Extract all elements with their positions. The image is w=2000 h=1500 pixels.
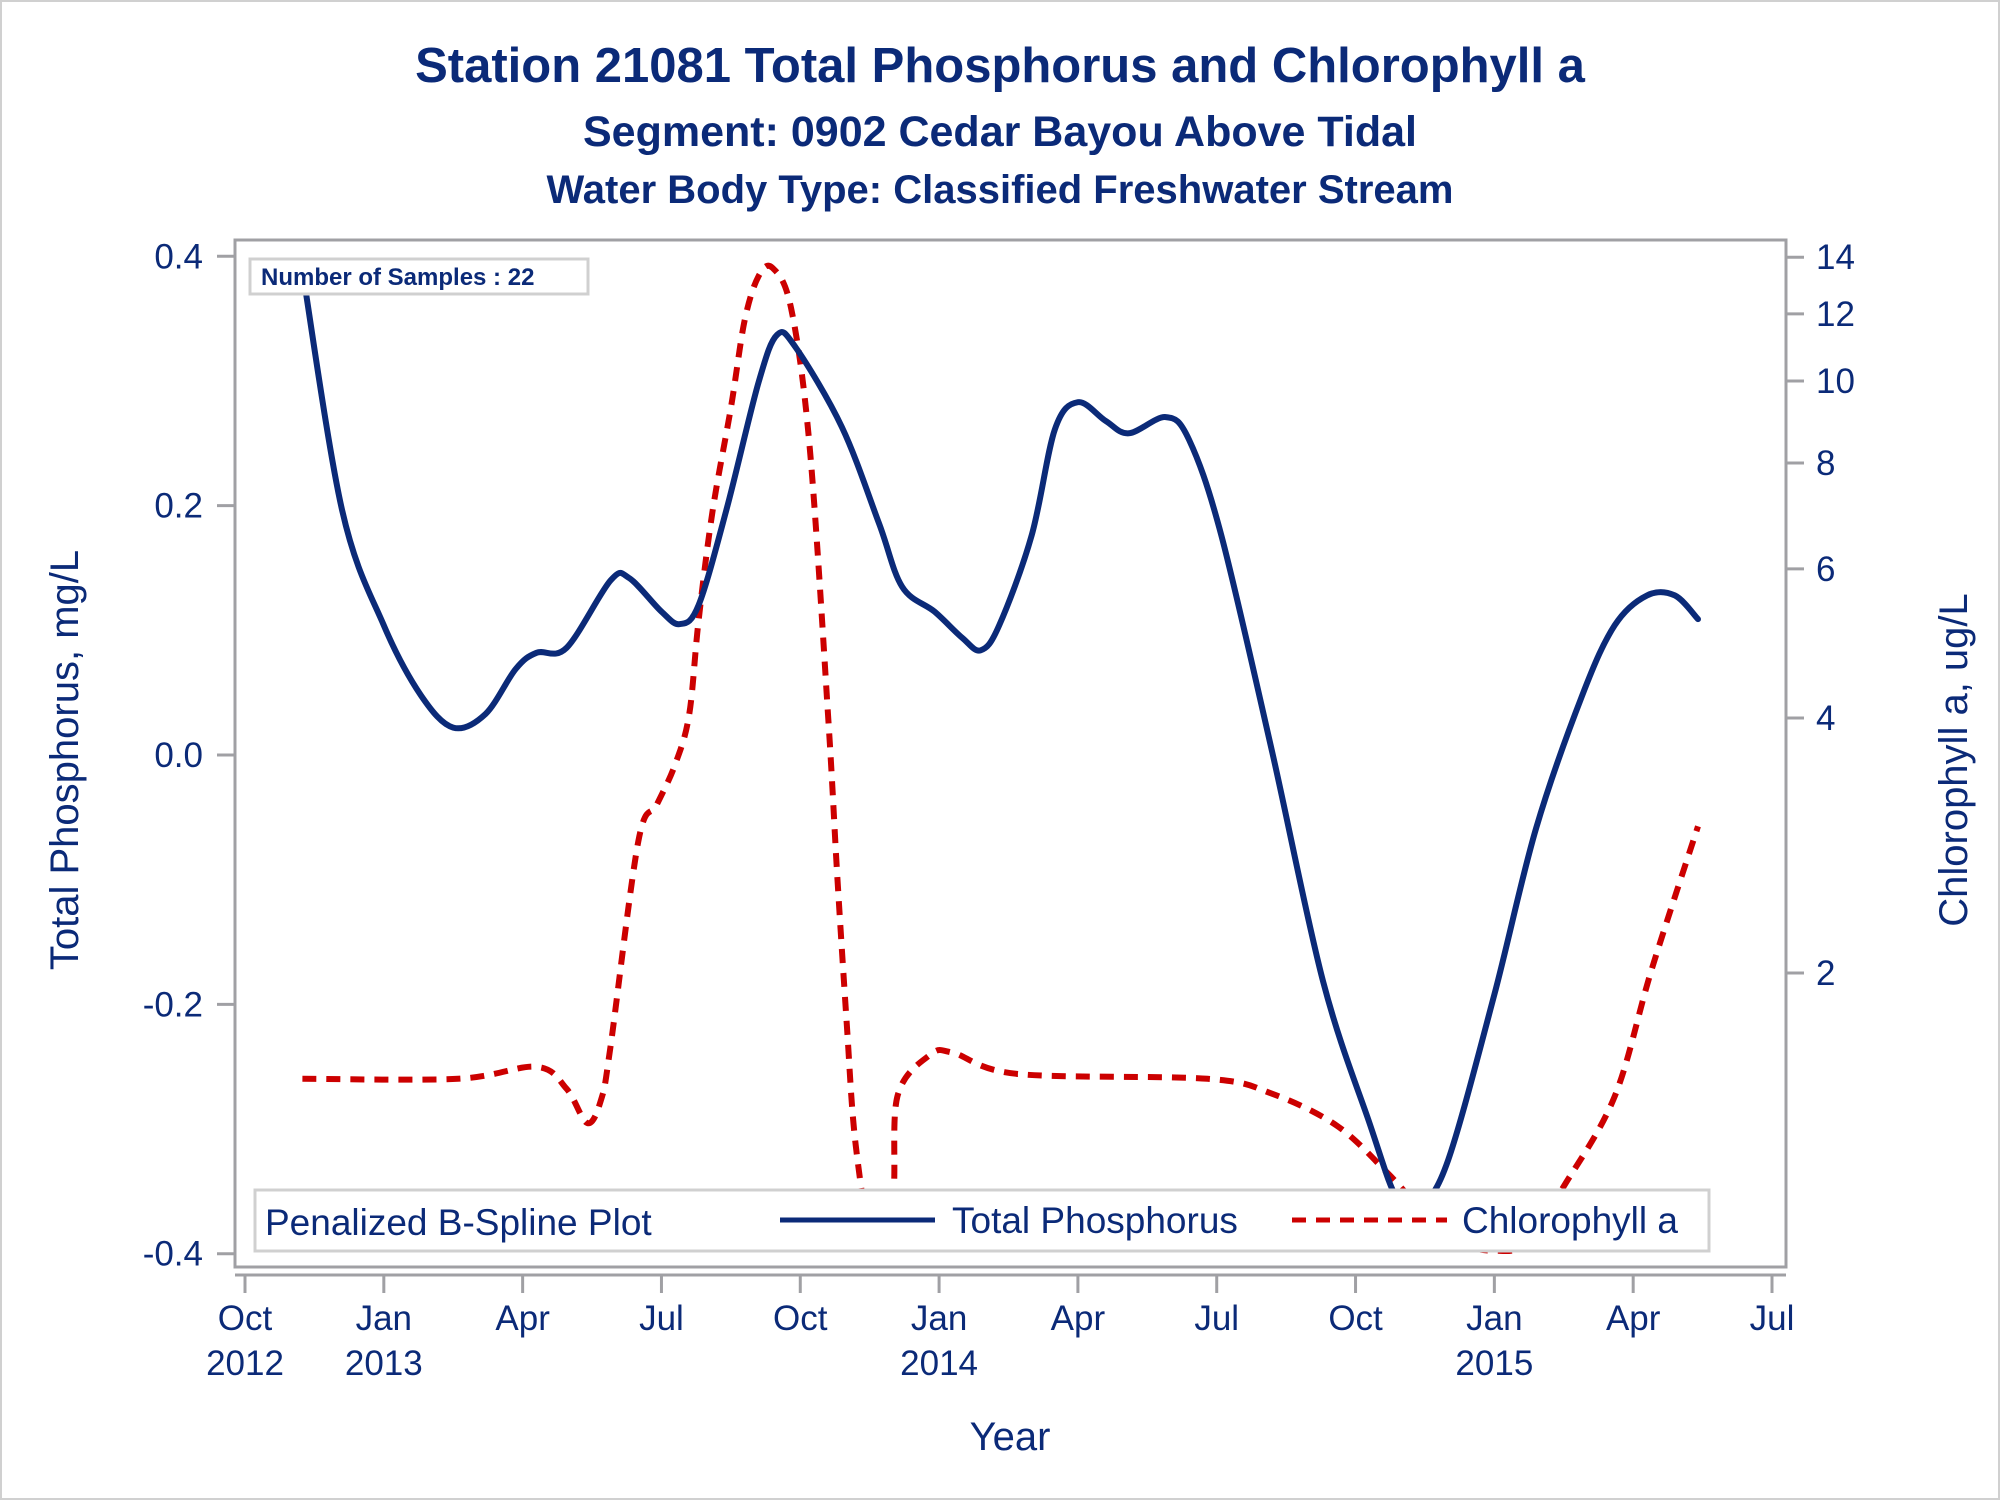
x-axis: Oct 2012 Jan 2013 Apr Jul Oct Jan 2014 Apr Jul Oct J… [206, 1273, 1795, 1383]
series-line-chlorophyll-a [302, 262, 1701, 1256]
x-tick-label: Oct [1328, 1299, 1383, 1338]
y-right-tick-label: 12 [1816, 295, 1855, 334]
x-tick-year-label: 2014 [900, 1344, 978, 1383]
y-right-tick-label: 8 [1816, 444, 1835, 483]
samples-inset-text: Number of Samples : 22 [261, 264, 534, 291]
plot-frame [233, 238, 1788, 1269]
y-right-tick-label: 6 [1816, 550, 1835, 589]
x-tick-label: Jan [911, 1299, 967, 1338]
plot-frame-rect [233, 238, 1788, 1269]
samples-inset-box [248, 257, 590, 296]
y-left-tick-label: 0.0 [154, 736, 203, 775]
x-tick-label: Apr [1606, 1299, 1661, 1338]
legend: Penalized B-Spline Plot Total Phosphorus… [253, 1188, 1711, 1253]
x-tick-label: Oct [218, 1299, 273, 1338]
legend-box [253, 1188, 1711, 1253]
y-left-tick-label: -0.4 [143, 1235, 203, 1274]
y-right-tick-label: 4 [1816, 699, 1835, 738]
chart-subtitle-segment: Segment: 0902 Cedar Bayou Above Tidal [583, 108, 1417, 156]
series-lines [299, 262, 1701, 1256]
x-tick-label: Jan [1466, 1299, 1522, 1338]
chart-subtitle-waterbody: Water Body Type: Classified Freshwater S… [546, 168, 1454, 212]
y-left-tick-label: 0.4 [154, 237, 203, 276]
y-right-tick-label: 2 [1816, 954, 1835, 993]
x-tick-label: Jul [639, 1299, 684, 1338]
y-right-tick-label: 10 [1816, 362, 1855, 401]
y-axis-right: 14 12 10 8 6 4 2 [1786, 238, 1855, 993]
x-tick-year-label: 2012 [206, 1344, 284, 1383]
x-tick-year-label: 2015 [1455, 1344, 1533, 1383]
y-left-tick-label: -0.2 [143, 985, 203, 1024]
x-tick-label: Oct [773, 1299, 828, 1338]
legend-label-total-phosphorus: Total Phosphorus [952, 1200, 1238, 1241]
x-tick-label: Apr [1051, 1299, 1106, 1338]
series-line-total-phosphorus [299, 267, 1701, 1213]
y-left-tick-label: 0.2 [154, 487, 203, 526]
y-axis-right-label: Chlorophyll a, ug/L [1932, 593, 1976, 927]
x-tick-year-label: 2013 [345, 1344, 423, 1383]
x-tick-label: Jul [1194, 1299, 1239, 1338]
x-tick-label: Jan [356, 1299, 412, 1338]
samples-inset: Number of Samples : 22 [248, 257, 590, 296]
chart-title: Station 21081 Total Phosphorus and Chlor… [415, 39, 1585, 93]
y-axis-left-label: Total Phosphorus, mg/L [43, 550, 87, 970]
legend-label-chlorophyll-a: Chlorophyll a [1462, 1200, 1678, 1241]
y-axis-left: 0.4 0.2 0.0 -0.2 -0.4 [143, 237, 235, 1274]
y-right-tick-label: 14 [1816, 238, 1855, 277]
x-tick-label: Jul [1750, 1299, 1795, 1338]
x-tick-label: Apr [495, 1299, 550, 1338]
x-axis-label: Year [970, 1415, 1051, 1459]
legend-title: Penalized B-Spline Plot [265, 1202, 652, 1243]
